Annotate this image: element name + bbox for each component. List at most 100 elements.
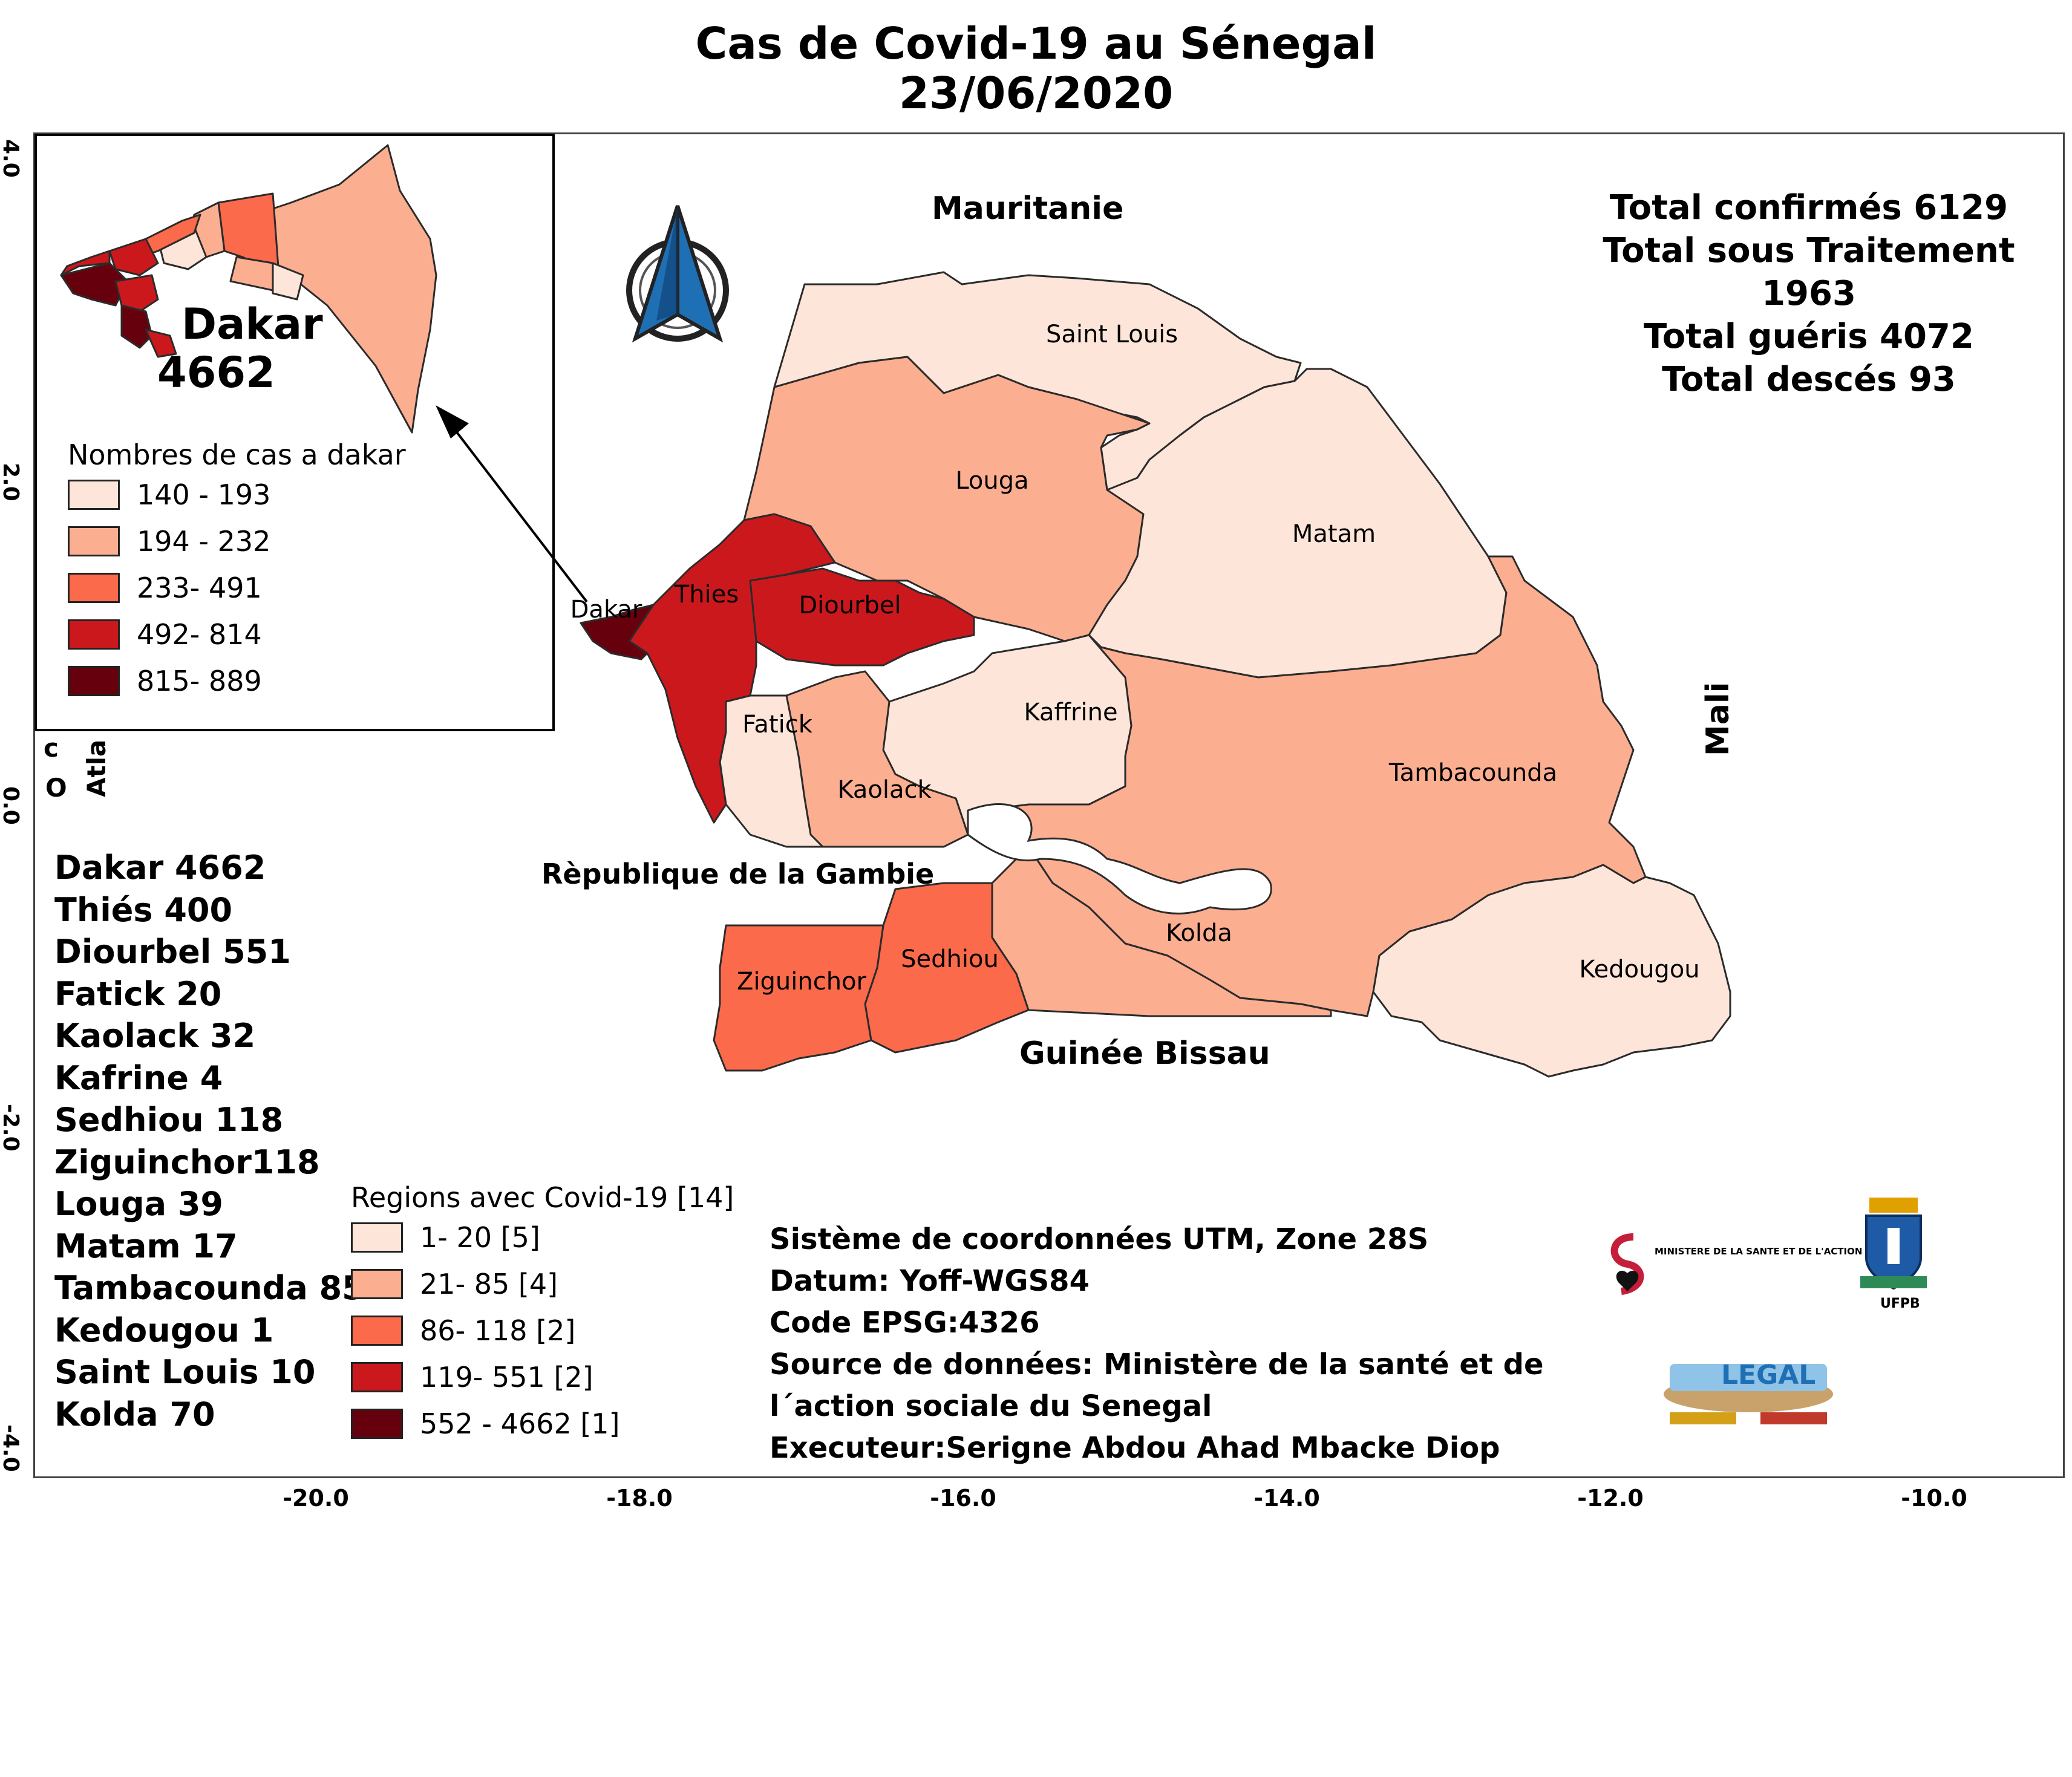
inset-legend-item: 233- 491: [68, 564, 406, 611]
x-tick: -20.0: [283, 1485, 349, 1511]
inset-legend-item: 492- 814: [68, 611, 406, 657]
inset-title: Dakar: [181, 299, 323, 349]
ministry-logo: [1610, 1233, 1644, 1295]
legend-swatch: [351, 1408, 403, 1439]
region-case-list: Dakar 4662 Thiés 400 Diourbel 551 Fatick…: [54, 847, 365, 1435]
inset-legend: Nombres de cas a dakar 140 - 193 194 - 2…: [68, 439, 406, 704]
map-label-kedougou: Kedougou: [1579, 956, 1700, 983]
inset-legend-item: 140 - 193: [68, 471, 406, 518]
metadata-line: l´action sociale du Senegal: [770, 1389, 1212, 1423]
dakar-inset-map: [60, 144, 437, 434]
total-recovered: Total guéris 4072: [1644, 317, 1974, 356]
legend-label: 233- 491: [137, 571, 262, 604]
label-guinee-bissau: Guinée Bissau: [1019, 1035, 1270, 1072]
region-kedougou: [1372, 864, 1731, 1078]
legend-label: 1- 20 [5]: [420, 1221, 540, 1254]
ocean-label-o: O: [45, 773, 67, 803]
legend-label: 119- 551 [2]: [420, 1360, 593, 1394]
region-case-line: Kolda 70: [54, 1395, 215, 1433]
regions-legend: Regions avec Covid-19 [14] 1- 20 [5] 21-…: [351, 1181, 734, 1447]
metadata-line: Source de données: Ministère de la santé…: [770, 1348, 1544, 1381]
total-confirmed: Total confirmés 6129: [1609, 188, 2008, 227]
inset-cases: 4662: [157, 348, 275, 397]
region-case-line: Matam 17: [54, 1227, 238, 1265]
y-tick: -2.0: [0, 1104, 23, 1152]
label-gambie: Rèpublique de la Gambie: [541, 858, 935, 890]
label-mauritanie: Mauritanie: [932, 191, 1124, 227]
legend-swatch: [351, 1222, 403, 1253]
region-case-line: Diourbel 551: [54, 933, 291, 971]
gambia-river: [967, 803, 1272, 915]
legend-swatch: [351, 1361, 403, 1392]
map-label-sedhiou: Sedhiou: [901, 945, 999, 973]
regions-legend-item: 21- 85 [4]: [351, 1260, 734, 1307]
map-label-louga: Louga: [955, 467, 1029, 495]
legend-swatch: [351, 1315, 403, 1346]
map-label-matam: Matam: [1292, 520, 1376, 548]
legend-label: 21- 85 [4]: [420, 1267, 558, 1300]
inset-legend-item: 815- 889: [68, 657, 406, 704]
legal-logo-text: LEGAL: [1721, 1360, 1816, 1391]
north-arrow-icon: [626, 205, 729, 343]
regions-legend-item: 552 - 4662 [1]: [351, 1400, 734, 1447]
map-title: Cas de Covid-19 au Sénegal: [695, 18, 1377, 69]
map-label-thies: Thies: [674, 581, 739, 608]
x-tick: -10.0: [1901, 1485, 1967, 1511]
legend-swatch: [351, 1268, 403, 1299]
ufpb-logo: [1860, 1198, 1927, 1290]
legal-logo: [1664, 1364, 1833, 1424]
y-tick: 4.0: [0, 139, 23, 178]
legend-swatch: [68, 619, 120, 650]
total-deaths: Total descés 93: [1662, 360, 1956, 399]
legend-swatch: [68, 526, 120, 556]
map-label-fatick: Fatick: [742, 711, 812, 739]
inset-legend-item: 194 - 232: [68, 518, 406, 564]
region-case-line: Kafrine 4: [54, 1058, 223, 1097]
legend-label: 492- 814: [137, 618, 262, 651]
map-label-ziguinchor: Ziguinchor: [737, 968, 866, 996]
metadata-line: Datum: Yoff-WGS84: [770, 1264, 1090, 1298]
regions-legend-title: Regions avec Covid-19 [14]: [351, 1181, 734, 1214]
label-mali: Mali: [1700, 682, 1736, 756]
ocean-label-c: c: [44, 733, 59, 763]
legend-label: 86- 118 [2]: [420, 1314, 576, 1347]
ministry-logo-text: MINISTERE DE LA SANTE ET DE L'ACTION SOC…: [1655, 1246, 1909, 1257]
total-treatment-value: 1963: [1762, 274, 1856, 313]
inset-arrow-icon: [436, 405, 588, 603]
legend-swatch: [68, 572, 120, 603]
legend-swatch: [68, 665, 120, 696]
map-label-dakar: Dakar: [570, 596, 642, 624]
map-label-kaolack: Kaolack: [837, 776, 932, 804]
metadata-line: Executeur:Serigne Abdou Ahad Mbacke Diop: [770, 1431, 1500, 1465]
legend-label: 140 - 193: [137, 478, 271, 511]
total-treatment-label: Total sous Traitement: [1603, 231, 2015, 270]
map-label-diourbel: Diourbel: [799, 592, 901, 619]
y-tick: 2.0: [0, 463, 23, 501]
x-tick: -16.0: [930, 1485, 996, 1511]
region-ziguinchor: [713, 924, 884, 1072]
map-label-tambacounda: Tambacounda: [1388, 759, 1558, 787]
metadata-line: Sistème de coordonnées UTM, Zone 28S: [770, 1222, 1429, 1256]
legend-label: 194 - 232: [137, 524, 271, 558]
region-case-line: Thiés 400: [54, 890, 233, 929]
region-diourbel: [749, 567, 975, 667]
region-case-line: Dakar 4662: [54, 849, 266, 887]
region-case-line: Sedhiou 118: [54, 1101, 284, 1139]
totals-block: Total confirmés 6129 Total sous Traiteme…: [1549, 186, 2069, 401]
map-label-kolda: Kolda: [1166, 919, 1232, 947]
region-case-line: Louga 39: [54, 1185, 223, 1223]
legend-swatch: [68, 479, 120, 510]
regions-legend-item: 86- 118 [2]: [351, 1307, 734, 1354]
y-tick: 0.0: [0, 786, 23, 825]
x-tick: -14.0: [1253, 1485, 1320, 1511]
ufpb-logo-text: UFPB: [1880, 1296, 1920, 1311]
regions-legend-item: 1- 20 [5]: [351, 1214, 734, 1260]
map-date: 23/06/2020: [898, 68, 1174, 119]
regions-legend-item: 119- 551 [2]: [351, 1354, 734, 1400]
y-tick: -4.0: [0, 1424, 23, 1472]
map-metadata: Sistème de coordonnées UTM, Zone 28S Dat…: [770, 1219, 1544, 1469]
region-case-line: Saint Louis 10: [54, 1353, 316, 1391]
map-label-kaffrine: Kaffrine: [1024, 699, 1118, 726]
